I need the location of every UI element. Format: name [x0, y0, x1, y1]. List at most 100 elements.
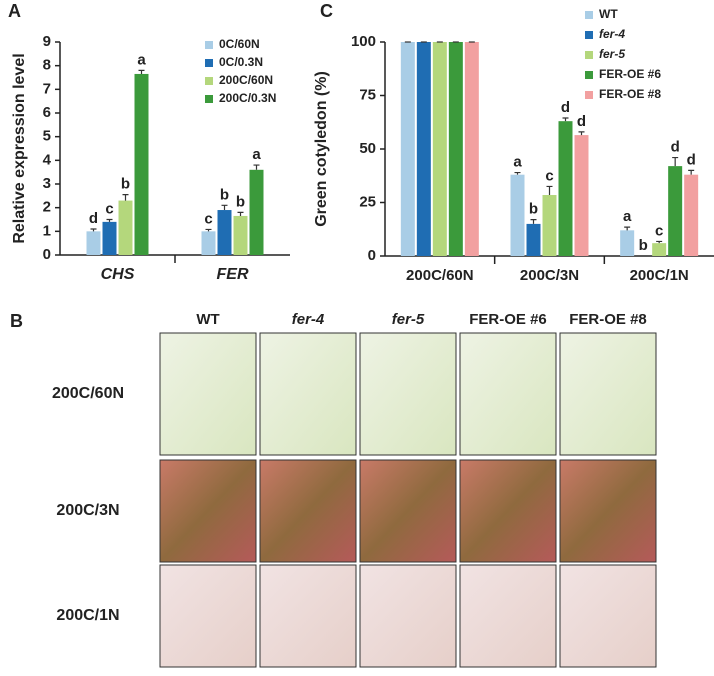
y-tick-label: 50 [359, 140, 376, 157]
significance-letter: d [687, 151, 696, 168]
bar [86, 231, 101, 255]
y-tick-label: 9 [43, 33, 51, 50]
seedling-photo [159, 459, 257, 563]
error-bar [546, 185, 553, 196]
y-tick-label: 2 [43, 199, 51, 216]
error-bar [106, 218, 113, 222]
significance-letter: c [204, 210, 212, 227]
bar [217, 210, 232, 255]
error-bar [656, 240, 663, 244]
legend-swatch [585, 91, 593, 99]
legend-label: fer-5 [599, 47, 625, 61]
error-bar [138, 69, 145, 74]
error-bar [237, 211, 244, 216]
legend-label: 200C/0.3N [219, 91, 276, 105]
seedling-photo [459, 459, 557, 563]
legend-label: WT [599, 7, 618, 21]
bar [416, 42, 431, 256]
seedling-photo [359, 332, 457, 456]
x-tick-label: 200C/1N [630, 267, 689, 284]
significance-letter: b [639, 237, 648, 254]
seedling-photo [259, 332, 357, 456]
bar [432, 42, 447, 256]
error-bar [90, 228, 97, 232]
significance-letter: b [236, 193, 245, 210]
legend-swatch [205, 77, 213, 85]
y-tick-label: 7 [43, 80, 51, 97]
error-bar [578, 131, 585, 136]
significance-letter: b [220, 186, 229, 203]
column-label: FER-OE #8 [569, 311, 647, 328]
bar [233, 215, 248, 255]
legend-swatch [205, 59, 213, 67]
column-label: fer-4 [292, 311, 325, 328]
legend-swatch [585, 11, 593, 19]
y-axis-title: Relative expression level [11, 53, 28, 243]
significance-letter: a [513, 154, 522, 171]
bar [620, 230, 635, 256]
significance-letter: d [577, 113, 586, 130]
bar [652, 243, 667, 256]
panel-letter: C [320, 1, 333, 21]
bar [464, 42, 479, 256]
significance-letter: d [89, 210, 98, 227]
significance-letter: c [655, 222, 663, 239]
significance-letter: a [137, 51, 146, 68]
significance-letter: d [561, 99, 570, 116]
seedling-photo [259, 564, 357, 668]
bar [201, 231, 216, 255]
row-label: 200C/60N [52, 385, 124, 402]
significance-letter: b [121, 176, 130, 193]
bar [134, 73, 149, 255]
bar [574, 135, 589, 256]
legend-swatch [585, 71, 593, 79]
row-label: 200C/1N [56, 607, 119, 624]
x-tick-label: 200C/3N [520, 267, 579, 284]
bar [510, 174, 525, 256]
legend-label: FER-OE #8 [599, 87, 661, 101]
significance-letter: c [545, 167, 553, 184]
seedling-photo [459, 564, 557, 668]
column-label: WT [196, 311, 219, 328]
legend-label: fer-4 [599, 27, 625, 41]
y-tick-label: 8 [43, 57, 51, 74]
error-bar [624, 226, 631, 231]
y-tick-label: 3 [43, 175, 51, 192]
error-bar [514, 171, 521, 175]
significance-letter: a [252, 146, 261, 163]
seedling-photo [259, 459, 357, 563]
seedling-photo [159, 332, 257, 456]
seedling-photo [359, 564, 457, 668]
y-tick-label: 0 [43, 246, 51, 263]
y-tick-label: 0 [368, 247, 376, 264]
seedling-photo [559, 459, 657, 563]
bar [102, 221, 117, 255]
significance-letter: b [529, 201, 538, 218]
row-label: 200C/3N [56, 502, 119, 519]
x-tick-label: CHS [101, 266, 135, 283]
legend-label: FER-OE #6 [599, 67, 661, 81]
column-label: FER-OE #6 [469, 311, 547, 328]
error-bar [205, 228, 212, 232]
y-tick-label: 4 [43, 151, 52, 168]
error-bar [562, 117, 569, 122]
legend-swatch [205, 95, 213, 103]
seedling-photo [359, 459, 457, 563]
y-tick-label: 6 [43, 104, 51, 121]
seedling-photo [559, 332, 657, 456]
x-tick-label: 200C/60N [406, 267, 474, 284]
y-tick-label: 5 [43, 128, 51, 145]
bar [668, 166, 683, 256]
y-axis-title: Green cotyledon (%) [313, 71, 330, 227]
legend-label: 0C/0.3N [219, 55, 263, 69]
x-tick-label: FER [217, 266, 249, 283]
seedling-photo [159, 564, 257, 668]
bar [249, 169, 264, 255]
y-tick-label: 75 [359, 86, 376, 103]
significance-letter: a [623, 208, 632, 225]
seedling-photo [459, 332, 557, 456]
legend-swatch [205, 41, 213, 49]
y-tick-label: 25 [359, 193, 376, 210]
legend-label: 200C/60N [219, 73, 273, 87]
